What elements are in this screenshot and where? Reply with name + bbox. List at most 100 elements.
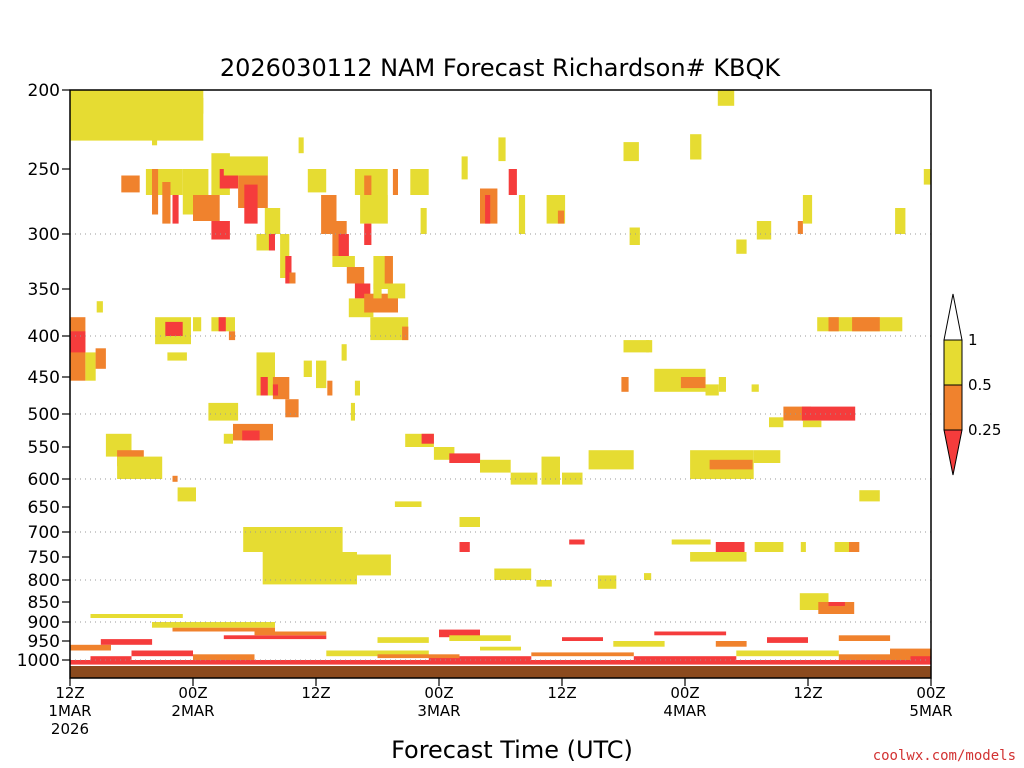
y-tick-label: 500 [28, 405, 60, 425]
ri-cell [354, 380, 360, 396]
ri-cell [85, 352, 96, 381]
ri-cell [285, 256, 292, 284]
ri-cell [70, 90, 204, 141]
ri-cell [167, 352, 187, 361]
ri-cell [387, 283, 406, 299]
ri-cell [338, 234, 349, 262]
ri-cell [718, 377, 726, 392]
ri-cell [621, 377, 629, 392]
ri-cell [480, 459, 511, 473]
ri-cell [613, 641, 665, 647]
plot-frame [69, 89, 932, 679]
ri-cell [644, 573, 652, 580]
ri-cell [364, 293, 398, 313]
ri-cell [193, 654, 255, 660]
y-tick-label: 850 [28, 593, 60, 613]
ri-cell [849, 542, 860, 552]
ri-cell [364, 175, 372, 202]
ri-cell [498, 137, 506, 162]
ri-cell [272, 384, 278, 396]
ri-cell [754, 542, 784, 552]
ri-cell [690, 552, 747, 562]
ri-cell [756, 221, 772, 240]
ri-cell [346, 267, 365, 284]
ri-cell [588, 450, 634, 470]
x-tick-label: 3MAR [417, 702, 460, 720]
x-tick-label: 12Z [793, 684, 822, 702]
ri-cell [736, 650, 839, 657]
ri-cell [280, 234, 290, 278]
ri-cell [95, 348, 106, 369]
y-tick-label: 650 [28, 498, 60, 518]
ri-cell [211, 221, 230, 240]
ri-cell [303, 360, 312, 377]
grid-lines [70, 233, 931, 661]
chart-title: 2026030112 NAM Forecast Richardson# KBQK [220, 54, 782, 82]
ri-cell [152, 622, 275, 628]
ri-cell [268, 234, 275, 251]
x-tick-label: 12Z [547, 684, 576, 702]
ri-cell [818, 602, 855, 614]
ri-cell [828, 317, 839, 332]
x-tick-label: 12Z [301, 684, 330, 702]
ri-cell [208, 402, 239, 421]
ri-cell [70, 97, 204, 114]
ri-cell [923, 169, 931, 185]
ri-cell [307, 169, 327, 193]
ri-cell [828, 602, 845, 606]
ri-cell [177, 487, 196, 502]
ri-cell [350, 402, 355, 421]
ri-cell [623, 142, 639, 162]
ri-cell [717, 90, 735, 106]
ri-cell [420, 208, 427, 234]
x-tick-label: 00Z [670, 684, 699, 702]
x-tick-label: 2MAR [171, 702, 214, 720]
ri-cell [298, 137, 304, 154]
legend-bin-yellow [943, 339, 963, 386]
ri-cell [96, 301, 103, 313]
ri-cell [162, 182, 171, 224]
ri-cell [70, 644, 111, 651]
ri-cell [769, 417, 784, 428]
ri-cell [715, 641, 747, 647]
ri-cell [218, 317, 226, 332]
ground-bar [70, 666, 931, 678]
y-tick-label: 300 [28, 225, 60, 245]
ri-cell [223, 433, 233, 444]
ri-cell [370, 317, 409, 341]
ri-cell [508, 169, 517, 195]
richardson-cells [70, 90, 931, 665]
ri-cell [557, 210, 565, 224]
ri-cell [800, 542, 806, 552]
ri-cell [569, 539, 585, 545]
ri-cell [480, 646, 521, 651]
ri-cell [341, 344, 347, 361]
ri-cell [70, 331, 86, 353]
ri-cell [228, 331, 236, 341]
x-tick-label: 4MAR [663, 702, 706, 720]
ri-cell [709, 459, 753, 470]
ri-cell [346, 554, 391, 576]
ri-cell [449, 635, 511, 641]
ri-cell [449, 453, 481, 463]
legend-bin-orange [943, 384, 963, 431]
ri-cell [671, 539, 711, 545]
ri-cell [410, 169, 429, 195]
ri-cell [562, 637, 603, 641]
ri-cell [402, 326, 409, 341]
y-tick-label: 1000 [17, 651, 60, 671]
ri-cell [121, 175, 140, 193]
ri-cell [597, 575, 617, 589]
x-tick-label: 00Z [424, 684, 453, 702]
y-tick-label: 900 [28, 613, 60, 633]
ri-cell [242, 430, 260, 441]
ri-cell [193, 195, 220, 221]
ri-cell [459, 517, 480, 527]
ri-cell [364, 223, 372, 245]
x-tick-label: 00Z [916, 684, 945, 702]
legend-label-1: 1 [968, 331, 978, 349]
ri-cell [690, 134, 702, 160]
ri-cell [890, 648, 931, 657]
legend-bin-top [943, 293, 963, 341]
ri-cell [384, 256, 393, 284]
